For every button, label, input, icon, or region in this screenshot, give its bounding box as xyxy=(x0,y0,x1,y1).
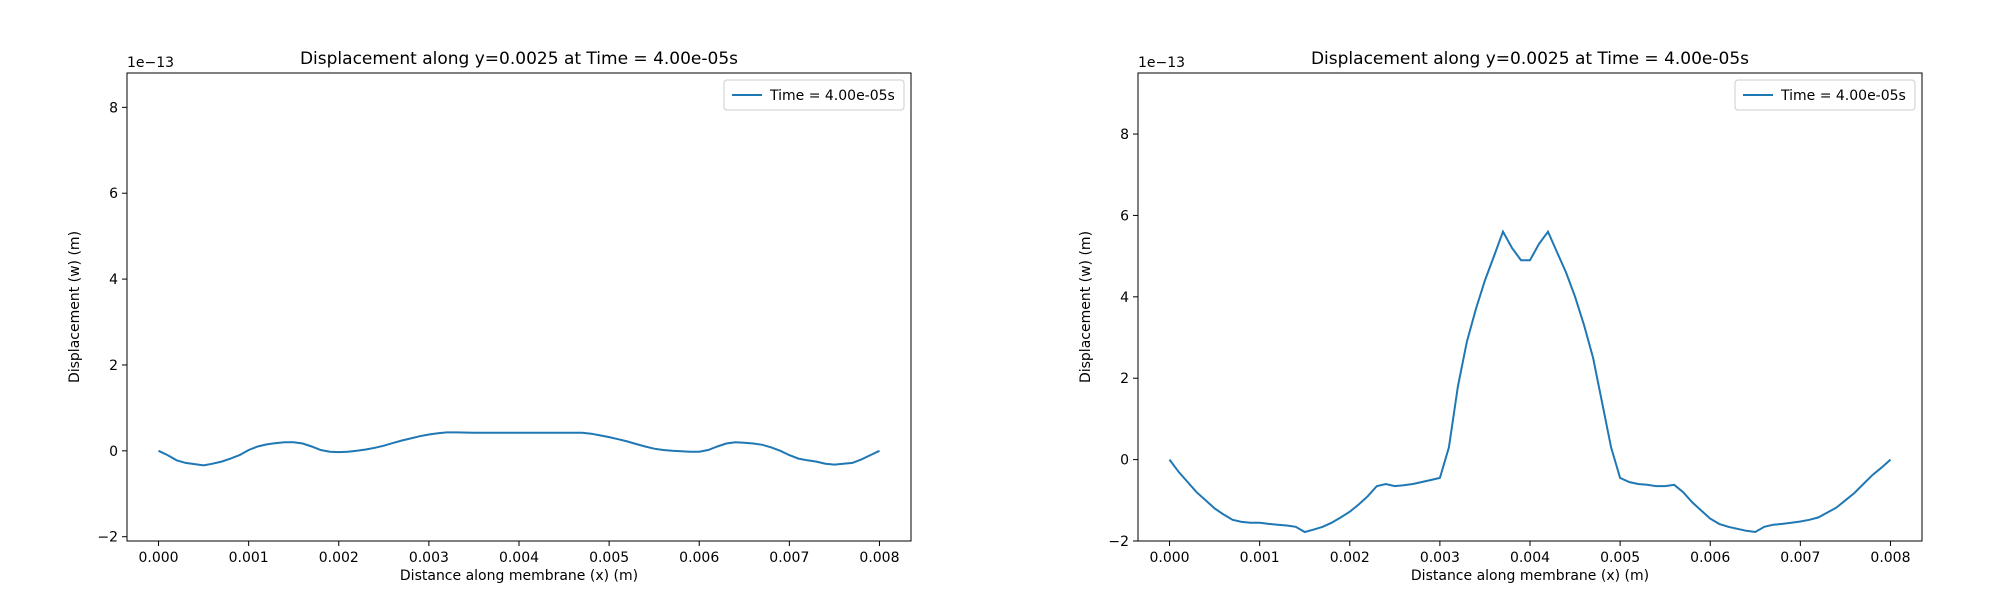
y-tick-label: 8 xyxy=(1120,127,1129,143)
y-tick-label: 2 xyxy=(1120,371,1129,387)
y-axis-label: Displacement (w) (m) xyxy=(1078,231,1094,383)
tick-group: 0.000 0.001 0.002 0.003 0.004 0.005 0.006 0.007… xyxy=(97,100,899,566)
y-tick-label: 6 xyxy=(1120,208,1129,224)
plot-frame xyxy=(126,72,912,542)
x-tick-label: 0.002 xyxy=(1330,550,1370,566)
x-tick-label: 0.000 xyxy=(138,550,178,566)
legend-label: Time = 4.00e-05s xyxy=(769,88,895,104)
x-axis-label: Distance along membrane (x) (m) xyxy=(400,568,638,584)
x-tick-label: 0.004 xyxy=(499,550,539,566)
y-tick-label: 0 xyxy=(1120,453,1129,469)
series-line xyxy=(158,431,880,467)
x-tick-label: 0.000 xyxy=(1149,550,1189,566)
y-tick-label: 4 xyxy=(1120,290,1129,306)
chart-title: Displacement along y=0.0025 at Time = 4.… xyxy=(300,49,738,69)
y-tick-label: 8 xyxy=(109,100,118,116)
x-tick-label: 0.007 xyxy=(769,550,809,566)
x-tick-label: 0.002 xyxy=(319,550,359,566)
y-offset-label: 1e−13 xyxy=(1138,55,1185,71)
y-tick-label: −2 xyxy=(1108,534,1129,550)
series-line xyxy=(1168,229,1892,534)
x-tick-label: 0.001 xyxy=(229,550,269,566)
chart-panel-right: Displacement along y=0.0025 at Time = 4.… xyxy=(1078,49,1923,584)
x-tick-label: 0.008 xyxy=(859,550,899,566)
y-tick-label: 4 xyxy=(109,272,118,288)
y-tick-label: 2 xyxy=(109,358,118,374)
x-axis-label: Distance along membrane (x) (m) xyxy=(1411,568,1649,584)
x-tick-label: 0.001 xyxy=(1240,550,1280,566)
tick-group: 0.000 0.001 0.002 0.003 0.004 0.005 0.006 0.007… xyxy=(1108,127,1910,566)
legend-box xyxy=(1734,79,1916,111)
y-tick-label: 0 xyxy=(109,444,118,460)
x-tick-label: 0.003 xyxy=(409,550,449,566)
chart-panel-left: Displacement along y=0.0025 at Time = 4.… xyxy=(67,49,912,584)
x-tick-label: 0.007 xyxy=(1780,550,1820,566)
legend: Time = 4.00e-05s xyxy=(1734,79,1916,111)
x-tick-label: 0.006 xyxy=(679,550,719,566)
y-axis-label: Displacement (w) (m) xyxy=(67,231,83,383)
x-tick-label: 0.008 xyxy=(1870,550,1910,566)
legend-box xyxy=(723,79,905,111)
x-tick-label: 0.003 xyxy=(1420,550,1460,566)
x-tick-label: 0.005 xyxy=(1600,550,1640,566)
plot-frame xyxy=(1137,72,1923,542)
chart-title: Displacement along y=0.0025 at Time = 4.… xyxy=(1311,49,1749,69)
y-tick-label: 6 xyxy=(109,186,118,202)
legend: Time = 4.00e-05s xyxy=(723,79,905,111)
legend-label: Time = 4.00e-05s xyxy=(1780,88,1906,104)
y-tick-label: −2 xyxy=(97,530,118,546)
x-tick-label: 0.006 xyxy=(1690,550,1730,566)
y-offset-label: 1e−13 xyxy=(127,55,174,71)
x-tick-label: 0.005 xyxy=(589,550,629,566)
x-tick-label: 0.004 xyxy=(1510,550,1550,566)
